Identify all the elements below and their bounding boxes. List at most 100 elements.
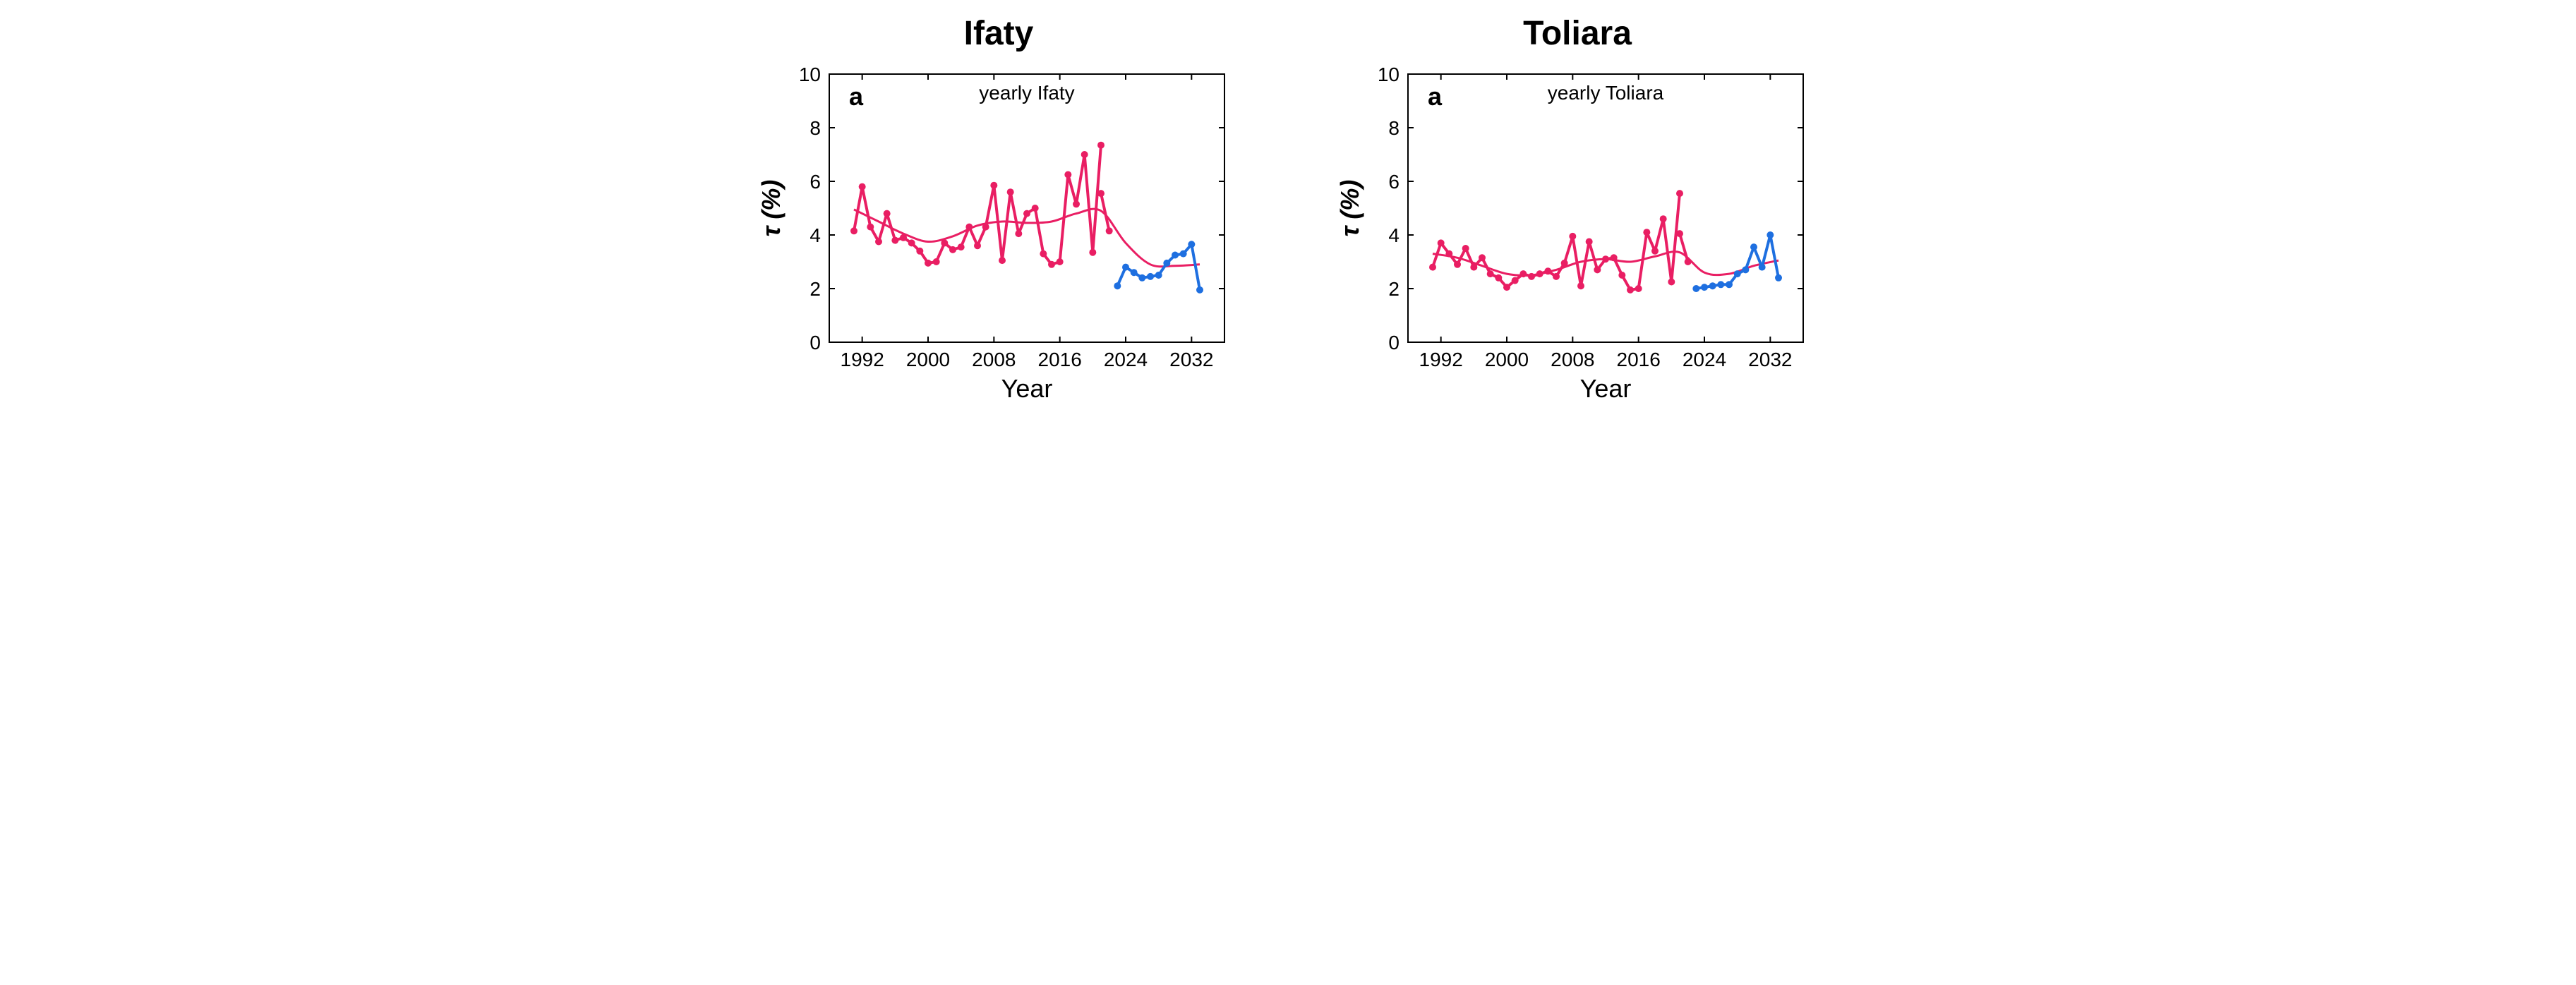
series-marker: [1512, 277, 1519, 284]
series-marker: [1032, 205, 1039, 212]
x-axis-label: Year: [1001, 374, 1053, 399]
series-marker: [1479, 254, 1486, 261]
series-marker: [1040, 250, 1047, 258]
series-marker: [1553, 273, 1560, 280]
series-marker: [891, 237, 898, 244]
series-marker: [1445, 250, 1452, 258]
ytick-label: 8: [809, 117, 821, 139]
panel-subtitle: yearly Toliara: [1548, 82, 1664, 104]
chart-svg: 1992200020082016202420320246810Yearτ (%)…: [752, 60, 1246, 399]
chart-panel-1: Toliara1992200020082016202420320246810Ye…: [1330, 14, 1824, 399]
series-marker: [958, 243, 965, 250]
series-marker: [1536, 270, 1543, 277]
series-marker: [884, 210, 891, 217]
series-marker: [1131, 269, 1138, 276]
series-marker: [1015, 230, 1022, 237]
series-marker: [1577, 282, 1584, 289]
ytick-label: 4: [1388, 224, 1400, 246]
xtick-label: 2000: [1485, 349, 1529, 370]
chart-panel-0: Ifaty1992200020082016202420320246810Year…: [752, 14, 1246, 399]
series-marker: [1676, 190, 1683, 197]
series-marker: [1114, 282, 1121, 289]
ytick-label: 2: [1388, 278, 1400, 300]
y-axis-label: τ (%): [1335, 180, 1364, 237]
series-marker: [1586, 238, 1593, 246]
series-marker: [916, 248, 923, 255]
xtick-label: 1992: [1419, 349, 1463, 370]
series-marker: [1097, 142, 1105, 149]
series-marker: [1767, 231, 1774, 238]
chart-container: Ifaty1992200020082016202420320246810Year…: [14, 14, 2562, 399]
series-marker: [1544, 267, 1551, 274]
series-marker: [1734, 270, 1741, 277]
series-marker: [999, 257, 1006, 264]
series-marker: [1709, 282, 1716, 289]
ytick-label: 0: [809, 332, 821, 353]
series-marker: [1155, 272, 1162, 279]
xtick-label: 2000: [906, 349, 950, 370]
series-marker: [1569, 233, 1576, 240]
series-marker: [1048, 261, 1055, 268]
series-marker: [1594, 266, 1601, 273]
y-axis-label: τ (%): [757, 180, 786, 237]
series-marker: [933, 258, 940, 265]
ytick-label: 6: [1388, 171, 1400, 193]
series-marker: [990, 182, 997, 189]
series-marker: [1685, 258, 1692, 265]
series-marker: [925, 260, 932, 267]
panel-label: a: [1428, 82, 1443, 111]
series-marker: [1643, 229, 1650, 236]
plot-area: [829, 74, 1224, 342]
series-marker: [1701, 284, 1708, 291]
series-marker: [1163, 260, 1170, 267]
series-marker: [1602, 255, 1609, 262]
ytick-label: 8: [1388, 117, 1400, 139]
series-marker: [1172, 252, 1179, 259]
series-marker: [1429, 264, 1436, 271]
series-marker: [1180, 250, 1187, 258]
ytick-label: 0: [1388, 332, 1400, 353]
series-marker: [1660, 215, 1667, 222]
series-marker: [1462, 245, 1469, 252]
xtick-label: 2024: [1683, 349, 1726, 370]
series-marker: [1692, 285, 1699, 292]
series-marker: [941, 239, 948, 246]
series-marker: [1147, 273, 1154, 280]
series-marker: [1454, 261, 1461, 268]
series-marker: [1007, 188, 1014, 195]
series-marker: [965, 224, 973, 231]
series-marker: [850, 227, 857, 234]
series-marker: [1726, 281, 1733, 288]
panel-title: Toliara: [1523, 14, 1632, 53]
series-marker: [1196, 286, 1203, 294]
series-marker: [1651, 248, 1659, 255]
ytick-label: 2: [809, 278, 821, 300]
xtick-label: 2016: [1038, 349, 1082, 370]
series-marker: [1742, 266, 1749, 273]
xtick-label: 2008: [972, 349, 1016, 370]
series-marker: [1064, 171, 1071, 179]
series-marker: [1122, 264, 1129, 271]
ytick-label: 6: [809, 171, 821, 193]
series-marker: [1775, 274, 1782, 282]
series-marker: [1627, 286, 1634, 294]
chart-svg: 1992200020082016202420320246810Yearτ (%)…: [1330, 60, 1824, 399]
series-marker: [1635, 285, 1642, 292]
series-marker: [1668, 279, 1675, 286]
panel-title: Ifaty: [964, 14, 1034, 53]
ytick-label: 4: [809, 224, 821, 246]
series-marker: [1618, 272, 1625, 279]
xtick-label: 2032: [1169, 349, 1213, 370]
series-marker: [1487, 270, 1494, 277]
series-marker: [900, 234, 907, 241]
series-marker: [1717, 281, 1724, 288]
x-axis-label: Year: [1580, 374, 1632, 399]
series-marker: [1759, 264, 1766, 271]
series-marker: [1750, 243, 1757, 250]
series-marker: [908, 239, 915, 246]
series-marker: [1503, 284, 1510, 291]
xtick-label: 1992: [841, 349, 884, 370]
series-marker: [1097, 190, 1105, 197]
series-marker: [859, 183, 866, 191]
series-marker: [1106, 227, 1113, 234]
